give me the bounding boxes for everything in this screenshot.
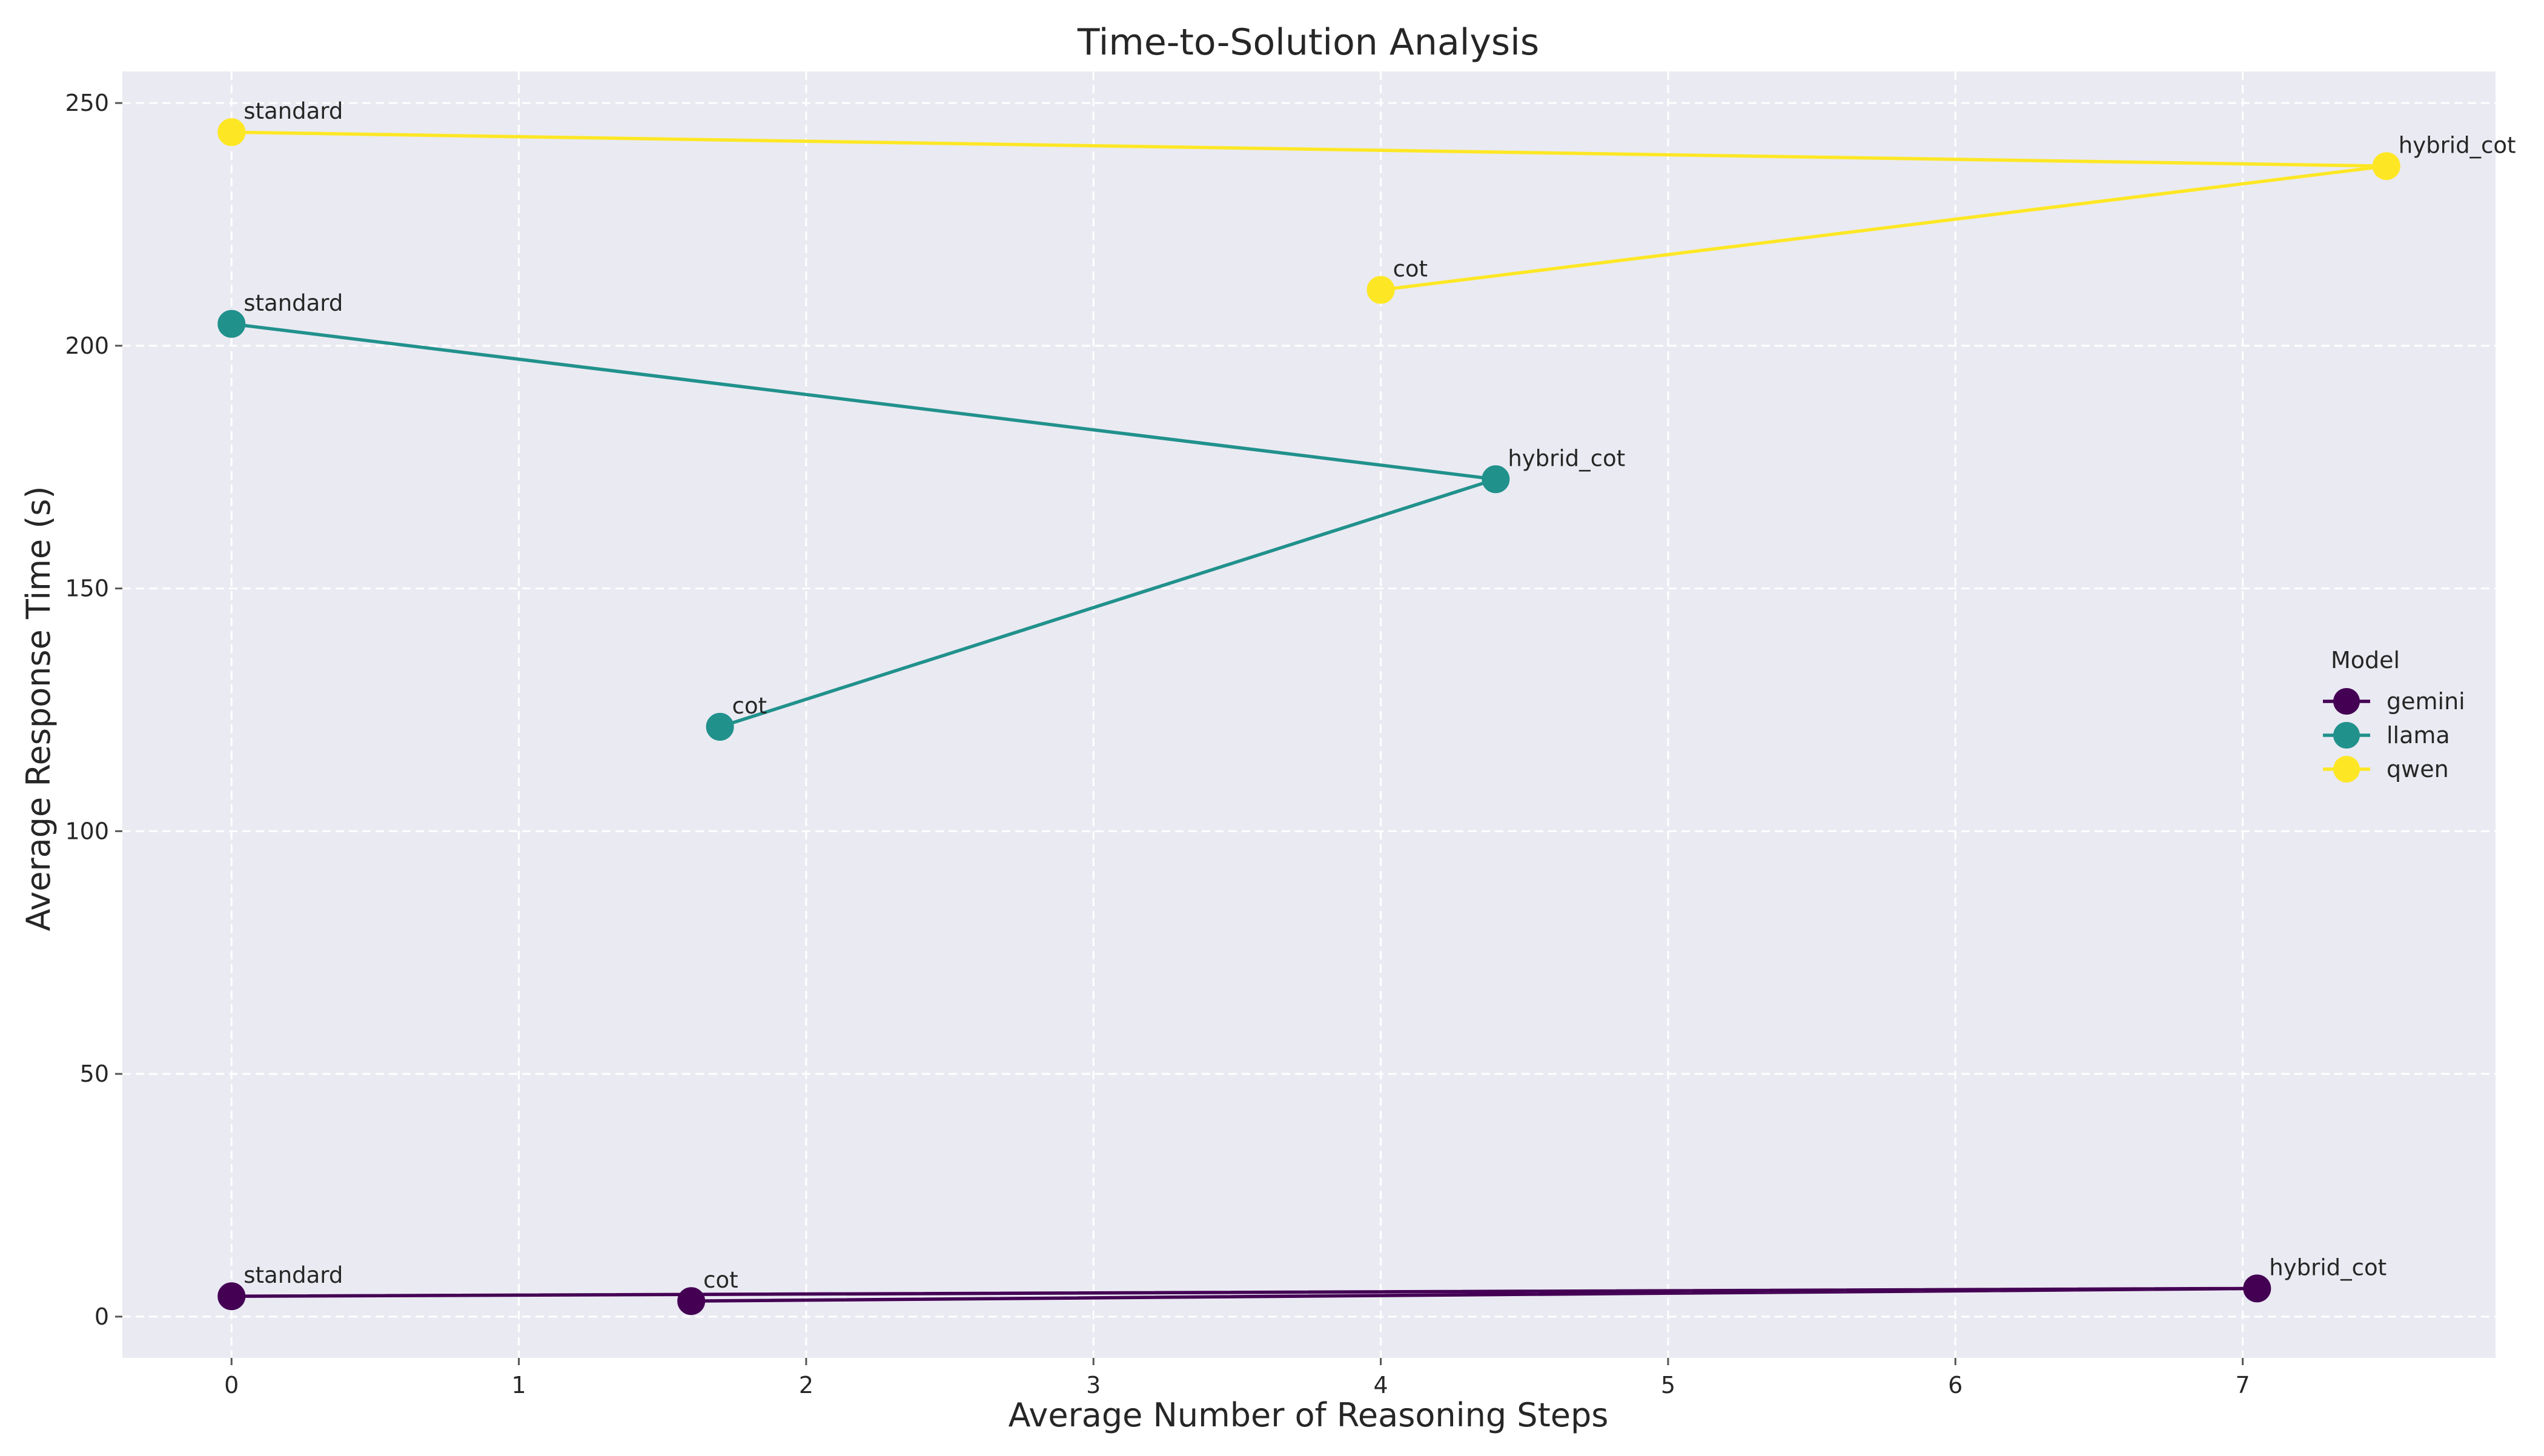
- data-label-gemini-hybrid_cot: hybrid_cot: [2269, 1254, 2387, 1280]
- data-point-qwen-standard: [217, 118, 246, 147]
- x-axis-label: Average Number of Reasoning Steps: [1009, 1396, 1609, 1434]
- data-point-qwen-cot: [1366, 276, 1395, 304]
- data-point-gemini-cot: [677, 1287, 706, 1315]
- data-point-llama-cot: [706, 713, 734, 741]
- y-axis-label: Average Response Time (s): [19, 486, 58, 931]
- y-tick-label: 0: [94, 1303, 109, 1330]
- data-point-llama-hybrid_cot: [1482, 465, 1510, 494]
- plot-area: [122, 71, 2496, 1358]
- x-tick-label: 7: [2235, 1372, 2250, 1398]
- x-tick-label: 2: [799, 1372, 813, 1398]
- data-point-gemini-standard: [217, 1282, 246, 1311]
- x-tick-label: 0: [224, 1372, 239, 1398]
- data-label-llama-hybrid_cot: hybrid_cot: [1508, 445, 1625, 471]
- y-tick-label: 50: [80, 1061, 109, 1087]
- legend-marker-llama: [2333, 722, 2360, 749]
- y-tick-label: 150: [65, 575, 109, 602]
- x-tick-label: 5: [1661, 1372, 1675, 1398]
- x-tick-label: 6: [1948, 1372, 1963, 1398]
- legend-marker-gemini: [2333, 688, 2360, 715]
- data-label-qwen-standard: standard: [243, 98, 343, 124]
- data-label-gemini-cot: cot: [703, 1267, 738, 1293]
- y-tick-label: 100: [65, 818, 109, 844]
- data-label-qwen-cot: cot: [1393, 256, 1428, 282]
- legend-title: Model: [2331, 647, 2400, 673]
- x-tick-label: 1: [511, 1372, 526, 1398]
- axis-ticks: 0 1 2 3 4 5 6 7 0 50 100 150 200 250: [65, 90, 2250, 1398]
- data-label-llama-cot: cot: [732, 693, 767, 719]
- data-point-qwen-hybrid_cot: [2372, 152, 2400, 180]
- x-tick-label: 3: [1086, 1372, 1101, 1398]
- data-label-llama-standard: standard: [243, 290, 343, 316]
- legend: Model gemini llama qwen: [2323, 647, 2465, 783]
- legend-label-gemini: gemini: [2387, 688, 2465, 715]
- data-point-gemini-hybrid_cot: [2243, 1274, 2271, 1303]
- legend-marker-qwen: [2333, 756, 2360, 783]
- y-tick-label: 200: [65, 333, 109, 359]
- data-label-qwen-hybrid_cot: hybrid_cot: [2399, 132, 2516, 158]
- grid: [122, 71, 2496, 1358]
- y-tick-label: 250: [65, 90, 109, 116]
- point-labels: standard hybrid_cotcotstandardhybrid_cotc…: [243, 98, 2516, 1293]
- data-point-llama-standard: [217, 309, 246, 338]
- legend-label-llama: llama: [2387, 722, 2450, 749]
- x-tick-label: 4: [1373, 1372, 1388, 1398]
- series-points: [217, 118, 2400, 1315]
- legend-label-qwen: qwen: [2387, 756, 2449, 783]
- data-label-gemini-standard: standard: [243, 1262, 343, 1288]
- chart-title: Time-to-Solution Analysis: [1077, 21, 1539, 64]
